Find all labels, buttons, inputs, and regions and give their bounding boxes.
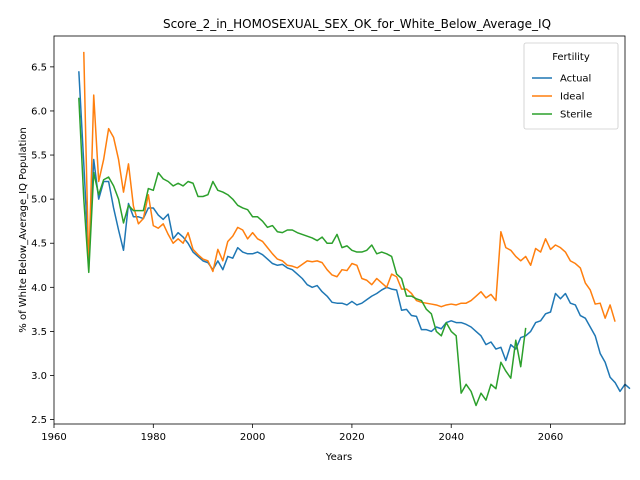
y-axis-label: % of White Below_Average_IQ Population xyxy=(18,127,29,332)
x-axis: 1960 1980 2000 2020 2040 2060 xyxy=(41,424,563,443)
y-tick-label: 4.0 xyxy=(31,283,47,294)
legend-label-actual: Actual xyxy=(560,74,591,85)
x-tick-label: 2020 xyxy=(339,432,364,443)
y-tick-label: 5.0 xyxy=(31,195,47,206)
x-tick-label: 2060 xyxy=(538,432,563,443)
series-layer xyxy=(78,51,631,407)
series-line-sterile xyxy=(78,97,527,407)
x-axis-label: Years xyxy=(325,452,352,463)
chart-title: Score_2_in_HOMOSEXUAL_SEX_OK_for_White_B… xyxy=(163,17,551,31)
legend-items: Actual Ideal Sterile xyxy=(532,74,592,121)
legend: Fertility Actual Ideal Sterile xyxy=(523,42,619,130)
y-tick-label: 6.5 xyxy=(31,62,47,73)
y-tick-label: 5.5 xyxy=(31,151,47,162)
y-axis: 2.5 3.0 3.5 4.0 4.5 5.0 5.5 6.0 6.5 xyxy=(31,62,54,426)
y-tick-label: 4.5 xyxy=(31,239,47,250)
plot-frame xyxy=(53,35,626,425)
x-tick-label: 2040 xyxy=(438,432,463,443)
y-tick-label: 2.5 xyxy=(31,415,47,426)
y-tick-label: 3.0 xyxy=(31,371,47,382)
series-line-ideal xyxy=(83,51,616,322)
legend-box xyxy=(523,42,619,130)
legend-label-sterile: Sterile xyxy=(560,110,592,121)
x-tick-label: 1980 xyxy=(141,432,166,443)
legend-label-ideal: Ideal xyxy=(560,92,584,103)
x-tick-label: 2000 xyxy=(240,432,265,443)
legend-title: Fertility xyxy=(552,52,590,63)
series-line-actual xyxy=(78,71,631,393)
y-tick-label: 3.5 xyxy=(31,327,47,338)
x-tick-label: 1960 xyxy=(41,432,66,443)
y-tick-label: 6.0 xyxy=(31,106,47,117)
